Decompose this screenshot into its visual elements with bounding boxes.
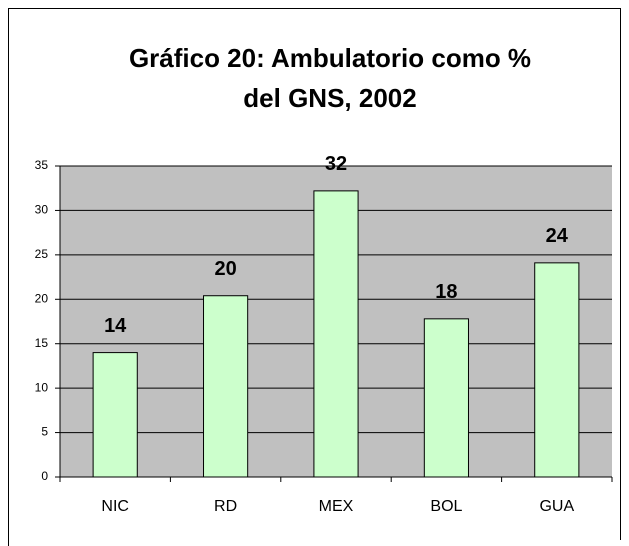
- bar: [423, 318, 469, 478]
- y-tick-label: 0: [41, 469, 48, 483]
- x-tick-label: BOL: [430, 498, 462, 515]
- value-label: 18: [435, 281, 457, 303]
- bar: [92, 352, 138, 478]
- value-label: 32: [325, 153, 347, 175]
- y-tick-label: 20: [35, 291, 49, 305]
- y-tick-label: 5: [41, 425, 48, 439]
- bar: [534, 262, 580, 478]
- value-label: 14: [104, 315, 127, 337]
- y-tick-label: 30: [35, 203, 49, 217]
- chart-title: Gráfico 20: Ambulatorio como % del GNS, …: [128, 43, 532, 113]
- bar: [313, 190, 359, 478]
- x-tick-label: GUA: [539, 498, 574, 515]
- x-tick-label: MEX: [319, 498, 354, 515]
- y-tick-label: 25: [35, 247, 49, 261]
- x-tick-label: NIC: [101, 498, 129, 515]
- value-label: 24: [546, 225, 569, 247]
- bar: [203, 295, 249, 478]
- value-label: 20: [214, 258, 236, 280]
- chart-frame: [8, 8, 621, 546]
- x-tick-label: RD: [214, 498, 237, 515]
- y-tick-label: 10: [35, 380, 49, 394]
- y-tick-label: 35: [35, 158, 49, 172]
- y-tick-label: 15: [35, 336, 49, 350]
